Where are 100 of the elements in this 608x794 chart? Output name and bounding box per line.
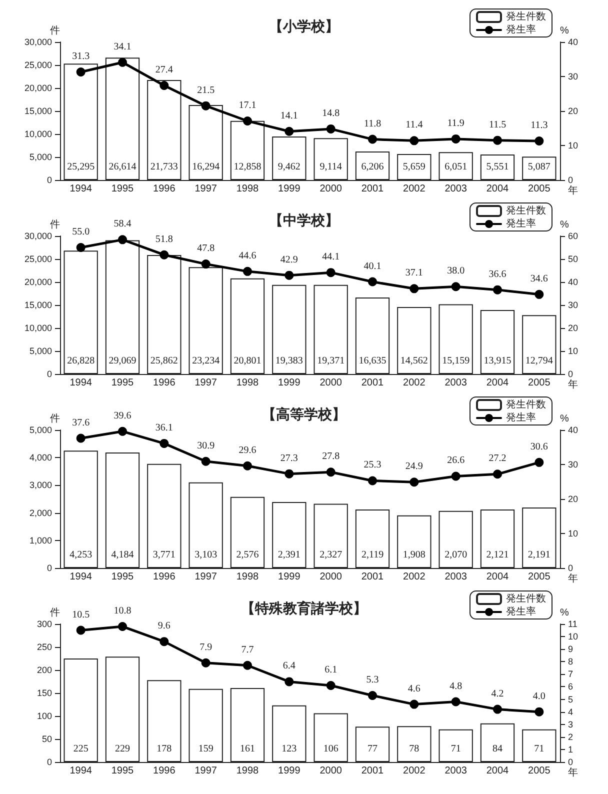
data-label: 6,051	[444, 162, 468, 172]
data-label: 44.6	[238, 250, 256, 262]
x-tick-label: 1998	[236, 572, 260, 582]
x-tick-label: 2004	[486, 572, 510, 582]
point	[284, 469, 294, 478]
data-label: 15,159	[442, 356, 470, 366]
point	[410, 700, 419, 709]
data-label: 37.1	[405, 268, 423, 279]
y2-tick-label: 2	[568, 732, 574, 742]
x-axis-title: 年	[568, 378, 578, 390]
y-tick-label: 30,000	[24, 37, 52, 47]
data-label: 23,234	[192, 356, 220, 366]
point	[201, 260, 210, 269]
x-tick-label: 2001	[361, 378, 384, 388]
point	[118, 426, 127, 436]
data-label: 30.9	[197, 440, 215, 452]
data-label: 5.3	[366, 674, 379, 686]
y2-tick-label: 1	[568, 744, 574, 754]
data-label: 5,659	[402, 162, 426, 172]
x-tick-label: 1996	[153, 184, 176, 194]
x-tick-label: 1994	[70, 184, 92, 194]
data-label: 31.3	[72, 51, 90, 62]
x-tick-label: 2005	[528, 766, 551, 776]
y-tick-label: 10,000	[24, 129, 52, 139]
point	[76, 434, 86, 443]
data-label: 55.0	[72, 226, 90, 238]
x-tick-label: 1995	[111, 378, 134, 388]
x-tick-label: 2001	[361, 766, 384, 776]
data-label: 4.0	[532, 690, 546, 702]
x-tick-label: 2004	[486, 378, 510, 388]
chart-title: 【小学校】	[269, 18, 339, 34]
point	[243, 461, 252, 470]
y-tick-label: 250	[36, 642, 52, 652]
y-tick-label: 25,000	[24, 60, 52, 70]
data-label: 9.6	[158, 620, 170, 632]
x-tick-label: 2000	[320, 572, 342, 582]
data-label: 77	[368, 744, 378, 754]
point	[534, 707, 544, 716]
y-tick-label: 1,000	[29, 535, 52, 546]
point	[160, 250, 169, 260]
x-tick-label: 1996	[153, 766, 176, 776]
data-label: 5,551	[486, 162, 509, 172]
data-label: 161	[240, 744, 255, 754]
data-label: 4.8	[450, 680, 462, 692]
data-label: 2,070	[444, 550, 468, 560]
y-tick-label: 30,000	[24, 231, 52, 241]
y-tick-label: 50	[42, 734, 52, 744]
y2-tick-label: 30	[568, 72, 578, 82]
data-label: 14,562	[400, 356, 428, 366]
x-tick-label: 1999	[278, 766, 301, 776]
point	[410, 136, 419, 146]
data-label: 2,327	[320, 550, 342, 560]
point	[493, 136, 502, 145]
data-label: 58.4	[114, 218, 132, 230]
point	[284, 677, 294, 686]
y-tick-label: 5,000	[29, 425, 52, 435]
data-label: 178	[156, 744, 172, 754]
data-label: 34.1	[114, 41, 132, 52]
point	[451, 697, 460, 706]
x-tick-label: 1998	[236, 766, 260, 776]
x-axis-title: 年	[568, 184, 578, 196]
data-label: 12,858	[234, 162, 262, 172]
point	[326, 268, 336, 278]
y-tick-label: 20,000	[24, 277, 52, 287]
x-tick-label: 2002	[403, 572, 426, 582]
point	[201, 658, 210, 668]
data-label: 20,801	[234, 356, 262, 366]
y2-tick-label: 30	[568, 460, 578, 470]
legend-label: 発生件数	[506, 10, 546, 22]
point	[118, 58, 127, 67]
x-tick-label: 2003	[444, 572, 468, 582]
x-tick-label: 1994	[70, 766, 92, 776]
data-label: 3,103	[194, 550, 218, 560]
y2-tick-label: 6	[568, 682, 574, 692]
y-tick-label: 150	[36, 688, 52, 698]
point	[284, 270, 294, 280]
data-label: 11.8	[364, 118, 382, 130]
data-label: 4,184	[111, 550, 134, 560]
point	[160, 637, 169, 646]
data-label: 17.1	[238, 100, 256, 112]
x-tick-label: 2002	[403, 184, 426, 194]
data-label: 9,462	[278, 162, 300, 172]
y2-tick-label: 10	[568, 632, 578, 642]
y2-tick-label: 0	[568, 757, 574, 767]
point	[118, 235, 127, 244]
data-label: 26,614	[108, 162, 136, 172]
data-label: 19,371	[317, 356, 345, 366]
point	[326, 124, 336, 134]
data-label: 34.6	[530, 273, 548, 284]
x-tick-label: 2004	[486, 766, 510, 776]
y-tick-label: 4,000	[29, 452, 52, 463]
y2-tick-label: 50	[568, 254, 578, 264]
x-tick-label: 2004	[486, 184, 510, 194]
data-label: 2,191	[528, 550, 550, 560]
data-label: 229	[115, 744, 130, 754]
y-tick-label: 200	[36, 665, 52, 675]
legend-label: 発生件数	[506, 204, 546, 216]
y2-tick-label: 20	[568, 494, 578, 504]
data-label: 10.8	[114, 606, 132, 617]
point	[451, 282, 460, 292]
